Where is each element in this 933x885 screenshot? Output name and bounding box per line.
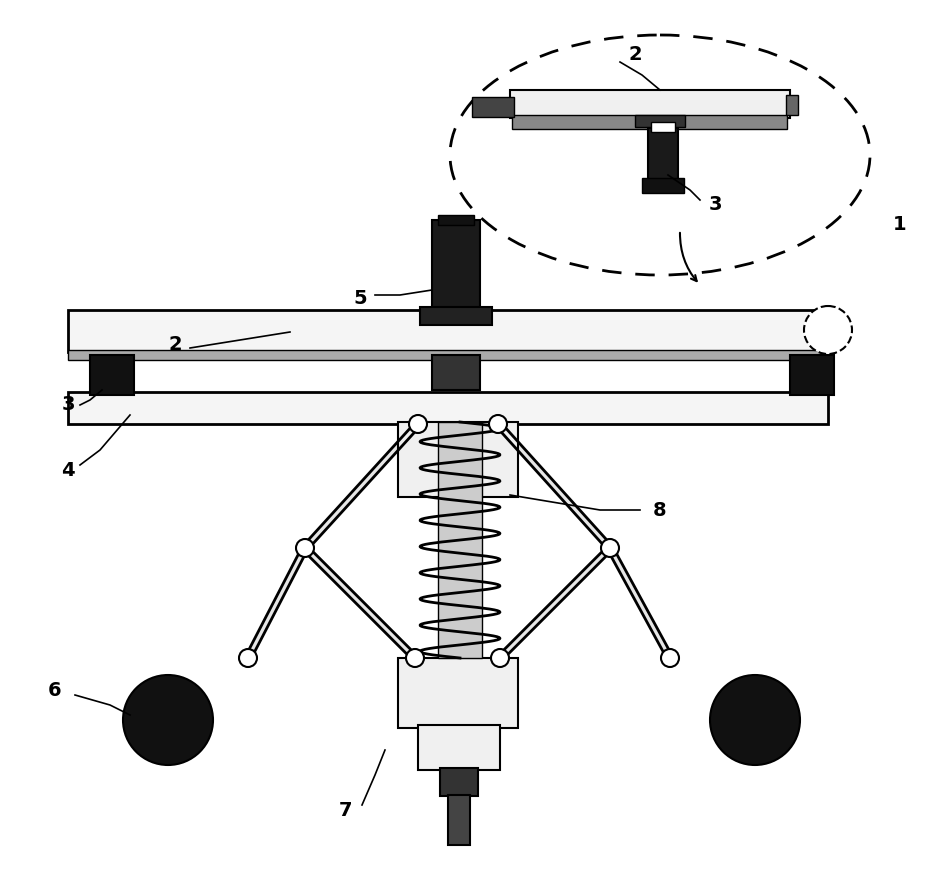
Bar — [448, 795, 470, 845]
Bar — [438, 422, 482, 658]
Bar — [512, 115, 787, 129]
Polygon shape — [245, 547, 308, 659]
Bar — [432, 220, 480, 315]
Polygon shape — [303, 422, 420, 550]
Circle shape — [406, 649, 424, 667]
Circle shape — [123, 675, 213, 765]
Text: 2: 2 — [628, 45, 642, 65]
Bar — [68, 392, 828, 424]
Bar — [438, 215, 474, 225]
Polygon shape — [495, 422, 612, 550]
Bar — [68, 310, 828, 352]
Bar — [472, 97, 514, 117]
Bar — [398, 658, 518, 728]
Bar — [786, 95, 798, 115]
Bar — [648, 128, 678, 183]
Bar — [418, 725, 500, 770]
Text: 4: 4 — [62, 460, 75, 480]
Circle shape — [239, 649, 257, 667]
Bar — [398, 422, 518, 497]
Text: 2: 2 — [168, 335, 182, 355]
Circle shape — [661, 649, 679, 667]
Text: 1: 1 — [893, 216, 907, 235]
Bar — [651, 122, 675, 132]
Circle shape — [409, 415, 427, 433]
Polygon shape — [607, 547, 673, 659]
Circle shape — [601, 539, 619, 557]
Bar — [90, 355, 134, 395]
Text: 3: 3 — [62, 396, 75, 414]
Bar — [420, 307, 492, 325]
Bar — [432, 355, 480, 390]
Bar — [440, 768, 478, 796]
Circle shape — [710, 675, 800, 765]
Text: 3: 3 — [708, 196, 722, 214]
Polygon shape — [303, 546, 417, 660]
Polygon shape — [498, 546, 612, 660]
Circle shape — [491, 649, 509, 667]
Text: 6: 6 — [49, 681, 62, 699]
Bar — [510, 90, 790, 118]
Circle shape — [804, 306, 852, 354]
Bar — [635, 115, 685, 127]
Text: 8: 8 — [653, 501, 667, 519]
Bar — [68, 350, 828, 360]
Circle shape — [489, 415, 507, 433]
Text: 5: 5 — [354, 289, 367, 307]
Bar — [790, 355, 834, 395]
Bar — [642, 178, 684, 193]
Text: 7: 7 — [339, 801, 352, 820]
Circle shape — [296, 539, 314, 557]
